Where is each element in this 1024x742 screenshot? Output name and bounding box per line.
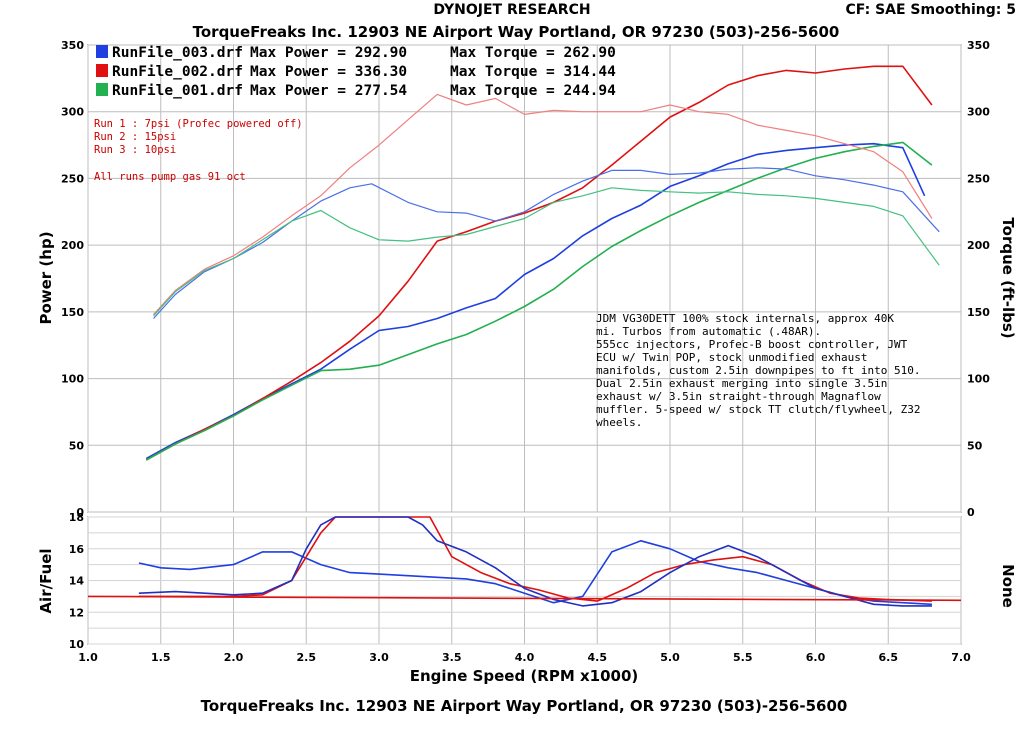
desc-line-3: 555cc injectors, Profec-B boost controll… — [596, 338, 908, 351]
desc-line-4: ECU w/ Twin POP, stock unmodified exhaus… — [596, 351, 868, 364]
power-tick-label: 350 — [61, 39, 84, 52]
air-fuel-tick-label: 14 — [69, 575, 85, 588]
power-curve-runfile_003 — [145, 142, 926, 460]
note-run3: Run 3 : 10psi — [94, 144, 176, 156]
air-fuel-tick-label: 16 — [69, 543, 85, 556]
air-fuel-curve-runfile_001 — [138, 516, 932, 607]
torque-curve-runfile_001 — [153, 187, 940, 317]
air-fuel-tick-label: 12 — [69, 606, 84, 619]
power-curve-runfile_001 — [145, 141, 933, 461]
desc-line-9: wheels. — [596, 416, 642, 429]
legend-torque-run2: Max Torque = 314.44 — [450, 64, 616, 80]
power-tick-label: 100 — [61, 373, 84, 386]
power-tick-label: 300 — [61, 106, 84, 119]
legend-torque-run3: Max Torque = 262.90 — [450, 45, 616, 61]
header-address: TorqueFreaks Inc. 12903 NE Airport Way P… — [193, 23, 840, 41]
torque-curve-runfile_003 — [153, 167, 940, 319]
power-tick-label: 150 — [61, 306, 84, 319]
torque-tick-label: 250 — [967, 172, 990, 185]
legend-swatch-run1 — [96, 83, 108, 96]
note-run2: Run 2 : 15psi — [94, 131, 176, 143]
footer-address: TorqueFreaks Inc. 12903 NE Airport Way P… — [201, 697, 848, 715]
x-axis-label: Engine Speed (RPM x1000) — [410, 667, 639, 685]
settings-label: CF: SAE Smoothing: 5 — [846, 2, 1016, 18]
power-tick-label: 200 — [61, 239, 84, 252]
rpm-tick-label: 1.5 — [151, 651, 171, 664]
rpm-tick-label: 5.0 — [660, 651, 680, 664]
rpm-tick-label: 3.0 — [369, 651, 389, 664]
torque-tick-label: 50 — [967, 439, 983, 452]
desc-line-8: muffler. 5-speed w/ stock TT clutch/flyw… — [596, 403, 921, 416]
legend-swatch-run2 — [96, 64, 108, 77]
desc-line-2: mi. Turbos from automatic (.48AR). — [596, 325, 821, 338]
power-axis-label: Power (hp) — [37, 231, 55, 324]
desc-line-5: manifolds, custom 2.5in downpipes to ft … — [596, 364, 921, 377]
torque-tick-label: 150 — [967, 306, 990, 319]
torque-curve-runfile_002 — [153, 93, 933, 315]
rpm-tick-label: 2.0 — [224, 651, 244, 664]
torque-tick-label: 200 — [967, 239, 990, 252]
power-tick-label: 0 — [76, 506, 84, 519]
legend-file-run1: RunFile_001.drf — [112, 83, 243, 99]
legend-power-run3: Max Power = 292.90 — [250, 45, 407, 61]
air-fuel-tick-label: 10 — [69, 638, 85, 651]
air-fuel-axis-label: Air/Fuel — [37, 548, 55, 613]
desc-line-6: Dual 2.5in exhaust merging into single 3… — [596, 377, 887, 390]
desc-line-7: exhaust w/ 3.5in straight-through Magnaf… — [596, 390, 881, 403]
run-notes: Run 1 : 7psi (Profec powered off) Run 2 … — [94, 118, 303, 183]
power-curve-runfile_002 — [145, 65, 933, 461]
rpm-tick-label: 5.5 — [733, 651, 753, 664]
legend-file-run2: RunFile_002.drf — [112, 64, 243, 80]
legend-file-run3: RunFile_003.drf — [112, 45, 243, 61]
air-fuel-tick-label: 18 — [69, 511, 84, 524]
rpm-tick-label: 3.5 — [442, 651, 462, 664]
power-tick-label: 250 — [61, 172, 84, 185]
torque-tick-label: 300 — [967, 106, 990, 119]
rpm-tick-label: 7.0 — [951, 651, 971, 664]
rpm-tick-label: 4.0 — [515, 651, 535, 664]
legend-swatch-run3 — [96, 45, 108, 58]
torque-tick-label: 0 — [967, 506, 975, 519]
torque-tick-label: 350 — [967, 39, 990, 52]
legend-torque-run1: Max Torque = 244.94 — [450, 83, 616, 99]
legend-power-run2: Max Power = 336.30 — [250, 64, 407, 80]
note-run1: Run 1 : 7psi (Profec powered off) — [94, 118, 303, 130]
none-axis-label: None — [999, 564, 1017, 608]
air-fuel-curve-reference — [87, 595, 962, 602]
rpm-tick-label: 1.0 — [78, 651, 98, 664]
torque-axis-label: Torque (ft-lbs) — [999, 217, 1017, 338]
note-fuel: All runs pump gas 91 oct — [94, 171, 246, 183]
legend-power-run1: Max Power = 277.54 — [250, 83, 407, 99]
rpm-tick-label: 6.5 — [879, 651, 899, 664]
rpm-tick-label: 4.5 — [588, 651, 608, 664]
rpm-tick-label: 2.5 — [297, 651, 317, 664]
rpm-tick-label: 6.0 — [806, 651, 826, 664]
legend: RunFile_003.drf Max Power = 292.90 Max T… — [96, 45, 616, 99]
power-tick-label: 50 — [69, 439, 85, 452]
desc-line-1: JDM VG30DETT 100% stock internals, appro… — [596, 312, 894, 325]
torque-tick-label: 100 — [967, 373, 990, 386]
vehicle-description: JDM VG30DETT 100% stock internals, appro… — [596, 312, 921, 429]
report-title: DYNOJET RESEARCH — [433, 2, 590, 18]
